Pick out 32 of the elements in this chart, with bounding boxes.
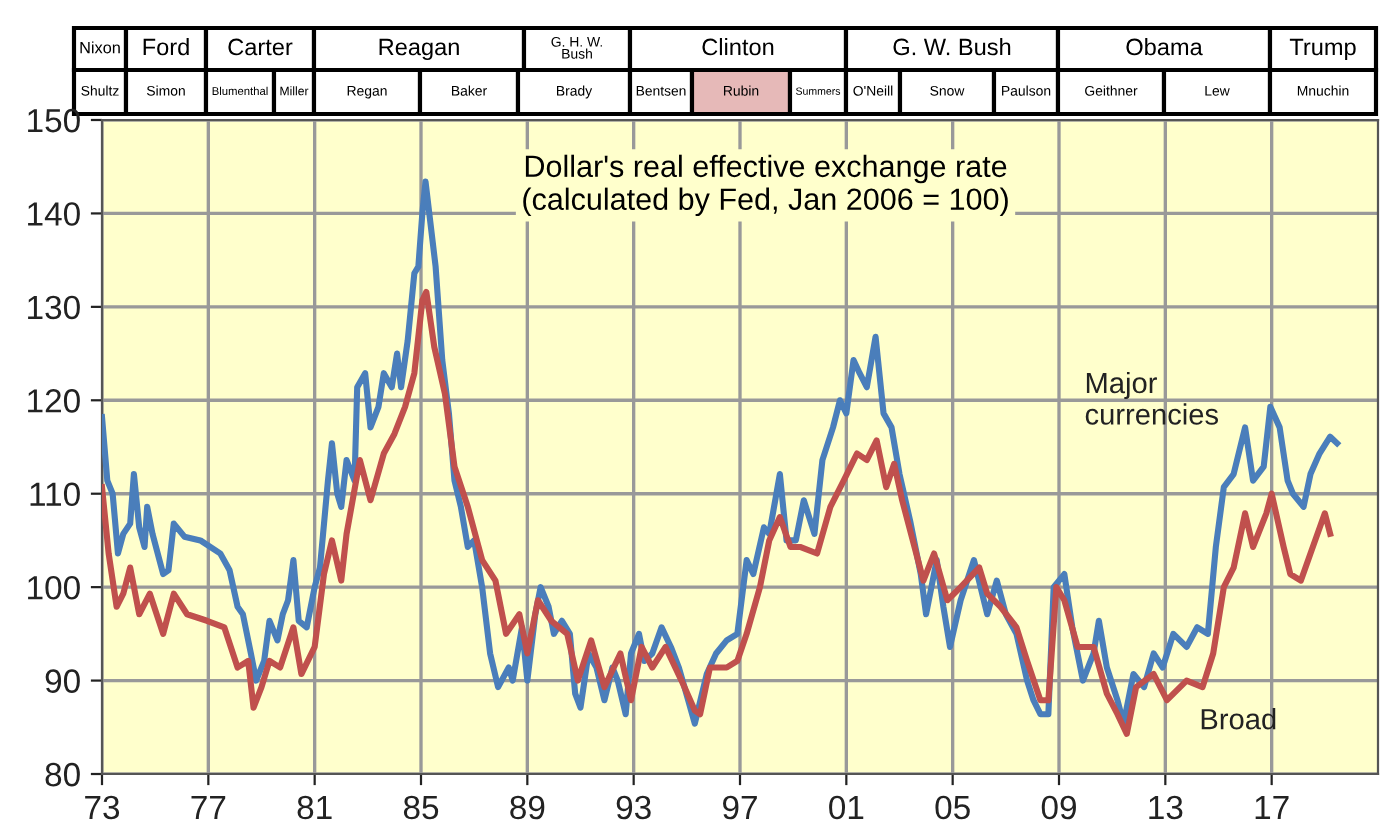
x-tick-label: 81 (297, 795, 332, 820)
series-label: Broad (1201, 708, 1276, 730)
text: Nixon (80, 41, 120, 54)
y-tick-label: 100 (28, 575, 80, 600)
x-tick-label: 85 (403, 795, 439, 820)
series-label: Major currencies (1085, 371, 1219, 425)
x-tick-label: 13 (1149, 795, 1183, 820)
y-tick-label: 90 (45, 669, 80, 693)
x-tick-label: 05 (935, 795, 970, 820)
text: Carter (228, 38, 293, 56)
x-tick-label: 89 (510, 795, 545, 820)
y-tick-label: 130 (28, 295, 80, 320)
x-tick-label: 77 (191, 796, 226, 819)
text: Reagan (379, 38, 459, 60)
x-tick-label: 09 (1041, 795, 1076, 820)
x-tick-label: 17 (1255, 796, 1289, 819)
text: Clinton (702, 38, 774, 56)
line-series (102, 288, 1334, 737)
x-tick-label: 73 (85, 795, 120, 820)
text: Dollar's real effective exchange rate (calculated by Fed, Jan 2006 = 100) (523, 154, 1008, 217)
text: Ford (143, 38, 189, 56)
y-tick-label: 120 (28, 389, 80, 413)
text: Obama (1126, 38, 1203, 56)
x-tick-label: 01 (829, 795, 864, 820)
text: G. W. Bush (893, 38, 1011, 56)
y-tick-label: 80 (45, 762, 80, 787)
y-tick-label: 110 (30, 482, 80, 507)
y-tick-label: 140 (28, 202, 80, 226)
text: Trump (1289, 38, 1356, 60)
x-tick-label: 97 (723, 795, 757, 820)
x-tick-label: 93 (616, 795, 651, 820)
y-tick-label: 150 (28, 108, 80, 133)
